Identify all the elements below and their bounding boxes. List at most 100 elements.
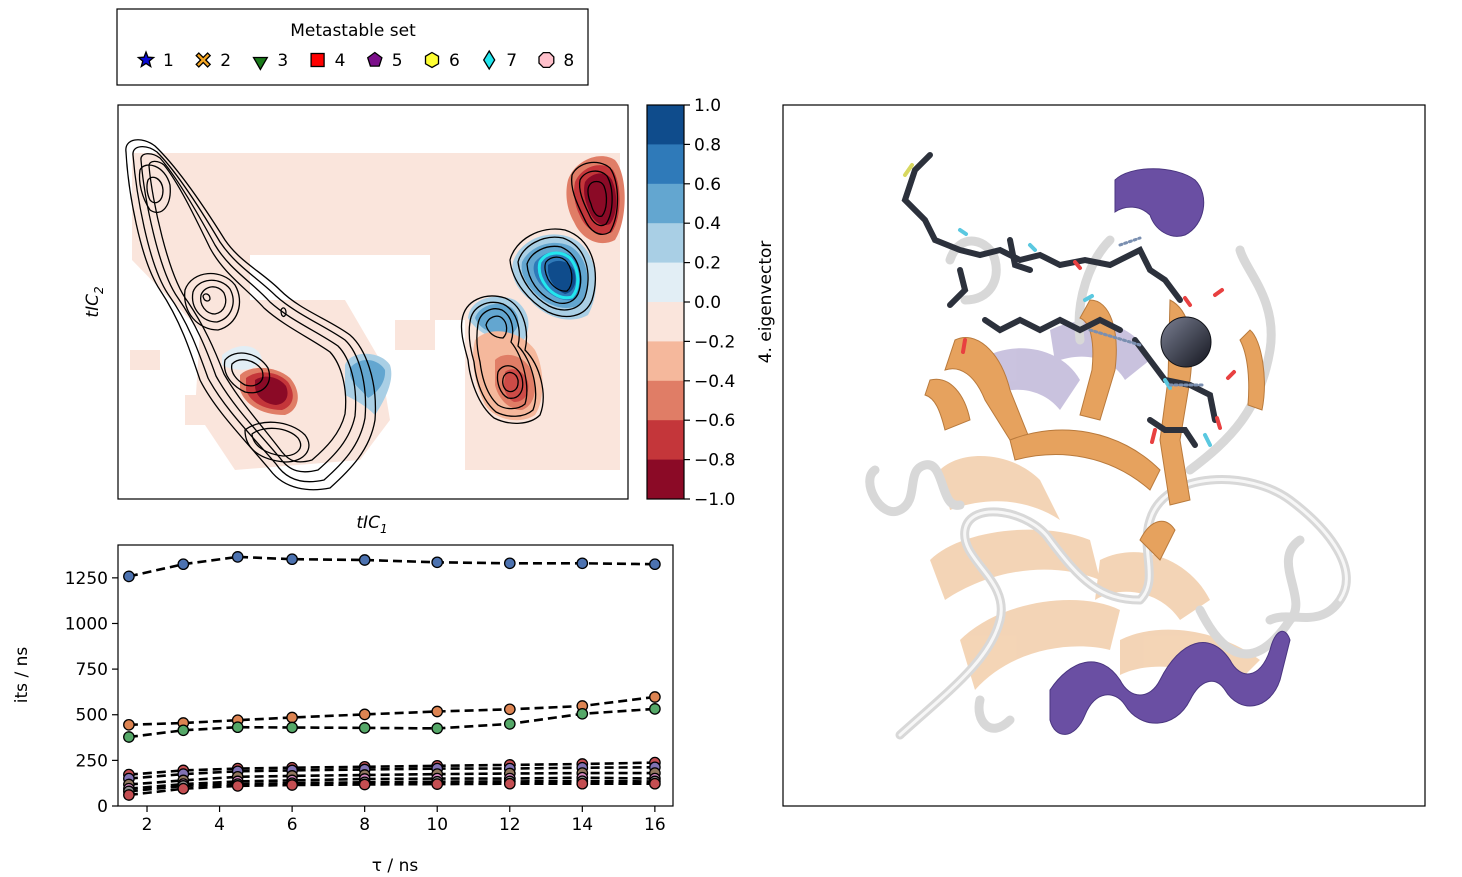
contour-level — [125, 139, 377, 491]
colorbar-tick-label: −0.8 — [694, 451, 735, 471]
its-point — [177, 724, 190, 737]
legend-marker-octagon — [538, 51, 555, 69]
its-point — [231, 780, 244, 792]
map-xlabel: tIC1 — [356, 513, 387, 536]
legend-entry: 1 — [136, 50, 174, 71]
field-region — [130, 350, 160, 370]
contour-level — [502, 371, 519, 393]
its-point — [649, 691, 661, 703]
its-series — [123, 691, 661, 731]
legend-label: 5 — [392, 51, 403, 71]
colorbar-cell — [647, 105, 684, 145]
its-series-line — [128, 776, 655, 790]
metastable-set-7-contour — [537, 251, 580, 300]
contour-level — [570, 161, 619, 235]
its-plot: 2 4 6 8 10 12 14 16 0 250 500 750 1000 1250 τ / ns i… — [12, 544, 674, 876]
contour-level — [517, 236, 589, 311]
colorbar-tick-label: 0.4 — [694, 214, 721, 234]
contour-level — [191, 279, 234, 323]
its-ytick-label: 750 — [76, 660, 108, 680]
its-series-line — [128, 761, 655, 776]
legend-marker-triangle-down — [252, 56, 269, 71]
its-xtick-label: 8 — [359, 815, 370, 835]
contour-level — [509, 228, 597, 318]
its-point — [177, 782, 190, 795]
its-xtick-label: 12 — [499, 815, 521, 835]
its-series-line — [128, 766, 655, 780]
legend-title: Metastable set — [290, 21, 416, 41]
colorbar-cell — [647, 144, 684, 185]
its-series — [123, 551, 661, 583]
its-point — [123, 570, 135, 583]
contour-level — [544, 256, 573, 292]
structure-frame — [782, 104, 1426, 807]
its-ylabel: its / ns — [12, 647, 32, 704]
its-series — [123, 777, 661, 801]
its-point — [503, 718, 516, 730]
legend-marker-diamond — [482, 49, 496, 71]
colorbar-tick-label: −0.2 — [694, 332, 735, 352]
contour-level — [587, 180, 608, 218]
colorbar-tick-label: −0.6 — [694, 411, 735, 431]
its-point — [649, 777, 661, 790]
its-xtick-label: 2 — [142, 815, 153, 835]
legend-entry: 6 — [424, 51, 460, 71]
legend-frame — [116, 8, 589, 86]
contour-level — [138, 164, 171, 213]
its-ytick-label: 500 — [76, 706, 108, 726]
its-series-line — [128, 779, 655, 793]
field-region — [395, 320, 435, 350]
its-series-line — [128, 771, 655, 786]
colorbar-cell — [647, 380, 684, 421]
colorbar-cell — [647, 420, 684, 461]
legend-entry: 2 — [195, 51, 231, 71]
its-point — [123, 731, 135, 743]
legend-label: 4 — [335, 51, 346, 71]
legend-marker-square — [310, 52, 325, 68]
legend-marker-star — [136, 50, 156, 68]
its-point — [576, 557, 589, 570]
its-point — [358, 722, 371, 734]
its-point — [231, 721, 244, 734]
its-frame — [117, 544, 674, 807]
colorbar-cell — [647, 223, 684, 264]
field-region — [350, 359, 386, 398]
field-region — [255, 376, 288, 405]
field-region — [548, 260, 576, 294]
contour-level — [202, 293, 211, 302]
field-region — [180, 255, 250, 300]
contour-level — [526, 245, 582, 305]
its-xtick-label: 4 — [214, 815, 225, 835]
free-energy-map: tIC1 tIC2 — [83, 104, 629, 536]
ion-sphere — [1160, 316, 1212, 368]
contour-level — [132, 146, 367, 483]
its-point — [503, 557, 516, 570]
colorbar-tick-label: 0.0 — [694, 293, 721, 313]
its-point — [286, 711, 298, 724]
its-point — [286, 553, 298, 566]
field-region — [584, 173, 617, 226]
colorbar: 1.0 0.8 0.6 0.4 0.2 0.0 −0.2 −0.4 −0.6 −0.8 −1.0 4… — [646, 96, 776, 510]
its-point — [431, 722, 444, 735]
its-point — [286, 721, 298, 734]
legend-entry: 7 — [482, 49, 517, 71]
map-ylabel: tIC2 — [83, 286, 106, 317]
contour-level — [200, 286, 227, 315]
contour-level — [578, 170, 613, 227]
its-series-line — [128, 707, 655, 739]
contour-level — [496, 365, 524, 399]
eigenvector-field — [125, 139, 625, 491]
legend-label: 7 — [506, 51, 517, 71]
its-point — [177, 558, 190, 571]
its-point — [576, 707, 589, 720]
contour-level — [140, 153, 357, 473]
protein-structure-image — [782, 104, 1426, 807]
its-xtick-label: 16 — [644, 815, 666, 835]
its-series — [123, 703, 661, 743]
colorbar-tick-label: 0.8 — [694, 135, 721, 155]
contour-level — [184, 272, 241, 331]
contour-level — [146, 176, 164, 204]
legend: Metastable set 1 2 3 4 5 6 7 8 — [116, 8, 589, 86]
contour-level — [460, 295, 544, 424]
